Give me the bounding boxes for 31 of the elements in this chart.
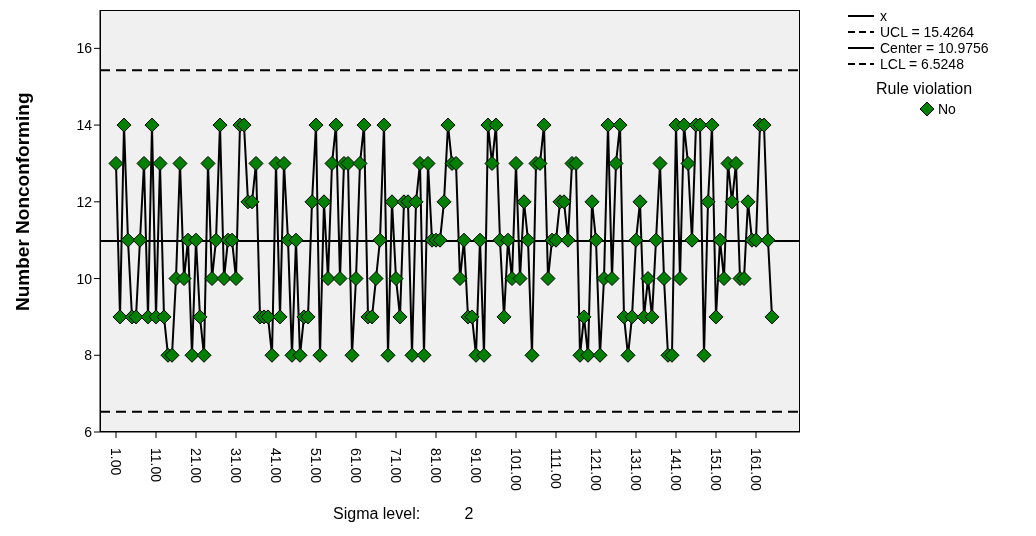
x-tick-label: 11.00 bbox=[148, 448, 164, 483]
x-tick-label: 1.00 bbox=[108, 448, 124, 476]
x-tick-label: 21.00 bbox=[188, 448, 204, 484]
x-tick-label: 161.00 bbox=[748, 448, 764, 492]
y-tick-label: 6 bbox=[84, 423, 93, 440]
x-tick-label: 91.00 bbox=[468, 448, 484, 484]
x-tick-label: 141.00 bbox=[668, 448, 684, 492]
y-tick-label: 14 bbox=[76, 117, 93, 134]
x-tick-label: 131.00 bbox=[628, 448, 644, 492]
legend-title: Rule violation bbox=[876, 80, 974, 98]
legend-label: No bbox=[938, 101, 956, 117]
y-axis-title: Number Nonconforming bbox=[11, 92, 33, 311]
legend-label: x bbox=[880, 8, 887, 24]
x-tick-label: 111.00 bbox=[548, 448, 564, 489]
x-tick-label: 121.00 bbox=[588, 448, 604, 492]
y-tick-label: 8 bbox=[84, 347, 93, 364]
legend-label: UCL = 15.4264 bbox=[880, 24, 975, 40]
y-tick-label: 16 bbox=[76, 40, 93, 57]
x-tick-label: 101.00 bbox=[508, 448, 524, 492]
text: Sigma level: 2 bbox=[333, 505, 474, 523]
x-tick-label: 31.00 bbox=[228, 448, 244, 484]
y-tick-label: 10 bbox=[76, 270, 93, 287]
legend-label: Center = 10.9756 bbox=[880, 40, 989, 56]
y-tick-label: 12 bbox=[76, 193, 93, 210]
x-tick-label: 81.00 bbox=[428, 448, 444, 484]
x-tick-label: 151.00 bbox=[708, 448, 724, 492]
x-tick-label: 61.00 bbox=[348, 448, 364, 484]
x-tick-label: 41.00 bbox=[268, 448, 284, 484]
legend-label: LCL = 6.5248 bbox=[880, 56, 964, 72]
x-tick-label: 51.00 bbox=[308, 448, 324, 484]
x-tick-label: 71.00 bbox=[388, 448, 404, 484]
